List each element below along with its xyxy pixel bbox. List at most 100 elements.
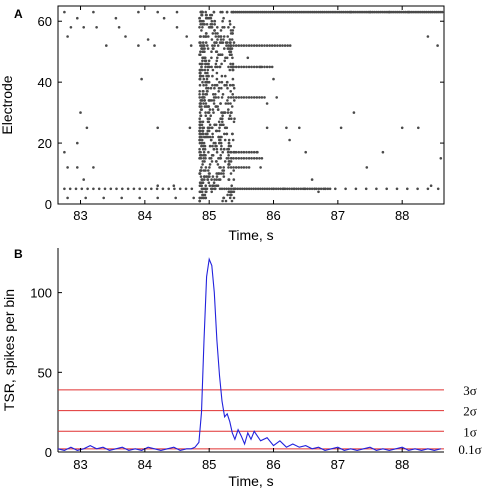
spike-train xyxy=(174,196,177,200)
spike-burst xyxy=(198,199,202,203)
spike-train xyxy=(229,157,233,160)
spike-burst xyxy=(202,19,205,23)
spike-burst xyxy=(210,19,214,23)
spike-train xyxy=(340,10,344,14)
spike-point xyxy=(400,126,404,130)
spike-burst xyxy=(221,26,224,29)
spike-burst xyxy=(200,13,203,17)
spike-burst xyxy=(214,35,218,38)
spike-burst xyxy=(212,181,216,184)
spike-train xyxy=(252,44,256,47)
spike-burst xyxy=(210,38,214,41)
spike-train xyxy=(336,10,340,14)
spike-burst xyxy=(227,26,230,29)
spike-burst xyxy=(232,120,236,124)
spike-burst xyxy=(228,68,232,72)
spike-burst xyxy=(204,111,207,114)
spike-train xyxy=(255,96,259,99)
spike-point xyxy=(63,10,66,14)
spike-burst xyxy=(224,74,227,78)
spike-point xyxy=(140,77,143,81)
spike-burst xyxy=(217,53,220,56)
spike-train xyxy=(132,187,136,191)
spike-burst xyxy=(210,56,213,60)
spike-train xyxy=(259,187,262,191)
spike-train xyxy=(307,10,311,14)
spike-train xyxy=(68,187,72,191)
spike-train xyxy=(229,65,233,69)
spike-train xyxy=(279,187,282,191)
spike-burst xyxy=(202,196,206,200)
y-tick-label: 0 xyxy=(45,197,52,212)
spike-train xyxy=(313,187,317,191)
spike-train xyxy=(276,10,280,14)
spike-burst xyxy=(227,144,231,148)
spike-train xyxy=(292,10,295,14)
spike-burst xyxy=(206,135,210,139)
spike-burst xyxy=(216,56,219,60)
spike-train xyxy=(334,187,337,191)
spike-burst xyxy=(223,138,227,142)
spike-train xyxy=(382,10,386,14)
spike-train xyxy=(390,10,394,14)
spike-burst xyxy=(228,19,232,23)
spike-train xyxy=(250,157,253,160)
spike-point xyxy=(137,10,140,14)
spike-burst xyxy=(206,120,210,124)
spike-burst xyxy=(217,86,221,90)
tsr-series-line xyxy=(57,257,441,451)
spike-train xyxy=(411,10,415,14)
spike-train xyxy=(426,187,430,191)
threshold-label: 2σ xyxy=(463,404,477,419)
spike-train xyxy=(325,10,328,14)
spike-train xyxy=(294,10,297,14)
spike-burst xyxy=(219,29,223,32)
spike-train xyxy=(282,187,286,191)
spike-train xyxy=(355,10,359,14)
spike-burst xyxy=(204,10,207,14)
spike-train xyxy=(240,150,243,154)
spike-point xyxy=(124,35,127,38)
spike-train xyxy=(328,10,332,14)
spike-train xyxy=(250,96,253,99)
spike-train xyxy=(361,10,365,14)
spike-point xyxy=(426,35,430,38)
spike-burst xyxy=(205,90,209,93)
spike-burst xyxy=(201,59,204,63)
spike-train xyxy=(66,196,69,200)
spike-train xyxy=(395,187,399,191)
spike-burst xyxy=(204,71,207,75)
spike-burst xyxy=(206,178,210,181)
spike-burst xyxy=(198,117,201,120)
spike-burst xyxy=(198,77,202,81)
spike-train xyxy=(236,10,239,14)
spike-train xyxy=(286,187,289,191)
spike-train xyxy=(278,10,282,14)
spike-burst xyxy=(230,199,234,203)
spike-burst xyxy=(222,147,226,151)
spike-burst xyxy=(215,175,219,178)
spike-burst xyxy=(226,35,229,38)
spike-train xyxy=(190,187,194,191)
spike-burst xyxy=(212,93,215,96)
spike-point xyxy=(76,166,79,169)
spike-train xyxy=(240,96,243,99)
spike-train xyxy=(259,10,263,14)
spike-burst xyxy=(226,86,229,90)
spike-burst xyxy=(210,190,213,194)
spike-point xyxy=(352,111,356,114)
spike-burst xyxy=(206,65,210,69)
spike-train xyxy=(427,10,430,14)
spike-train xyxy=(80,187,84,191)
spike-burst xyxy=(208,163,212,166)
spike-burst xyxy=(216,32,219,35)
spike-train xyxy=(234,65,238,69)
spike-burst xyxy=(211,144,214,148)
spike-train xyxy=(240,65,243,69)
spike-burst xyxy=(218,123,222,127)
spike-point xyxy=(156,10,159,14)
spike-burst xyxy=(214,184,218,187)
spike-train xyxy=(342,10,345,14)
spike-burst xyxy=(217,178,221,181)
spike-burst xyxy=(209,86,213,90)
